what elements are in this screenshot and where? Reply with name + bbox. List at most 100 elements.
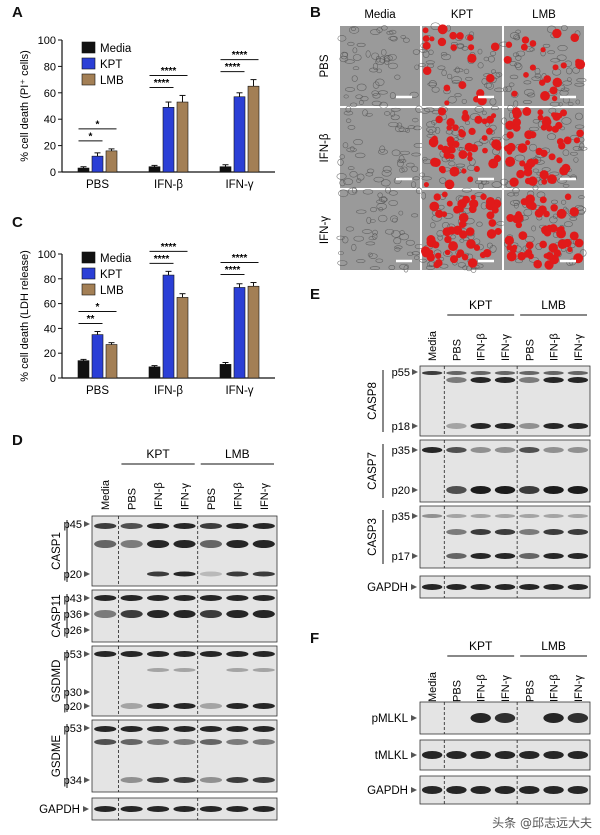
- micro-row-label: IFN-γ: [319, 216, 331, 244]
- cell: [513, 34, 520, 41]
- cell: [348, 26, 360, 34]
- pi-positive-cell: [449, 31, 457, 40]
- pi-positive-cell: [569, 207, 579, 217]
- cell: [350, 27, 357, 31]
- pi-positive-cell: [503, 55, 512, 64]
- blot-band: [146, 777, 170, 783]
- cell: [531, 76, 542, 81]
- cell: [523, 80, 532, 85]
- lane-label: IFN-β: [549, 333, 561, 361]
- blot-band: [470, 514, 491, 518]
- blot-band: [173, 571, 196, 577]
- pi-positive-cell: [422, 35, 430, 42]
- pi-positive-cell: [459, 230, 468, 239]
- cell: [401, 166, 408, 173]
- blot-band: [173, 540, 196, 548]
- cell: [338, 189, 349, 198]
- cell: [399, 263, 410, 270]
- blot-band: [252, 571, 275, 577]
- cell: [546, 133, 557, 141]
- cell: [485, 82, 494, 90]
- blot-band: [494, 371, 516, 375]
- cell: [399, 233, 409, 241]
- pi-positive-cell: [443, 84, 451, 92]
- blot-band: [199, 595, 223, 601]
- pi-positive-cell: [520, 43, 528, 51]
- pi-positive-cell: [558, 142, 566, 150]
- pi-positive-cell: [506, 213, 515, 223]
- blot-band: [226, 610, 249, 618]
- bar: [233, 96, 246, 173]
- cell: [527, 92, 536, 98]
- pi-positive-cell: [551, 95, 558, 102]
- pi-positive-cell: [550, 204, 558, 212]
- protein-label: GAPDH: [39, 804, 80, 816]
- cell: [502, 86, 508, 93]
- blot-band: [543, 514, 564, 518]
- pi-positive-cell: [435, 115, 443, 124]
- cell: [356, 83, 367, 92]
- cell: [421, 176, 432, 181]
- cell: [425, 265, 435, 270]
- cell: [509, 60, 517, 67]
- cell: [346, 147, 357, 153]
- blot-band: [543, 447, 564, 453]
- pi-positive-cell: [461, 168, 467, 174]
- cell: [354, 152, 366, 159]
- pi-positive-cell: [444, 235, 452, 244]
- pi-positive-cell: [537, 114, 544, 121]
- cell: [461, 98, 467, 104]
- cell: [376, 68, 382, 74]
- cell: [372, 229, 378, 236]
- cell: [426, 126, 437, 133]
- cell: [439, 177, 447, 184]
- pi-positive-cell: [450, 44, 458, 51]
- cell: [562, 183, 570, 188]
- pi-positive-cell: [506, 131, 514, 139]
- group-label: KPT: [469, 298, 493, 312]
- blot-band: [567, 514, 589, 518]
- blot-band: [252, 595, 275, 601]
- size-marker: p20: [392, 485, 410, 497]
- blot-band: [494, 486, 516, 494]
- blot-band: [421, 514, 443, 518]
- marker-arrow-icon: [412, 447, 418, 453]
- cell: [347, 41, 355, 46]
- cell: [365, 241, 376, 246]
- pi-positive-cell: [456, 32, 464, 40]
- cell: [522, 100, 532, 105]
- blot-band: [470, 786, 491, 794]
- pi-positive-cell: [481, 135, 488, 141]
- cell: [411, 166, 419, 172]
- significance-label: ****: [225, 265, 241, 276]
- pi-positive-cell: [446, 125, 453, 131]
- watermark: 头条 @邱志远大夫: [492, 816, 592, 830]
- lane-label: IFN-γ: [573, 675, 585, 702]
- blot-band: [446, 377, 467, 383]
- cell: [362, 189, 374, 195]
- cell: [578, 146, 588, 151]
- bar: [148, 366, 161, 379]
- pi-positive-cell: [567, 246, 573, 253]
- pi-positive-cell: [524, 130, 534, 140]
- legend-label: KPT: [100, 59, 122, 71]
- cell: [573, 157, 579, 163]
- blot-band: [470, 553, 491, 559]
- blot-band: [226, 523, 249, 529]
- western-blot-e: Media PBS IFN-β IFN-γ PBS IFN-β IFN-γ KPT LMB p55…: [367, 298, 591, 599]
- cell: [347, 125, 356, 130]
- lane-label: Media: [100, 479, 112, 510]
- pi-positive-cell: [437, 37, 447, 47]
- blot-band: [421, 371, 443, 375]
- cell: [579, 142, 585, 150]
- y-tick-label: 80: [44, 274, 56, 286]
- cell: [405, 239, 415, 246]
- cell: [365, 50, 371, 58]
- cell: [384, 228, 395, 235]
- cell: [369, 219, 376, 223]
- panel-letter-e: E: [310, 286, 321, 303]
- cell: [499, 178, 509, 186]
- pi-positive-cell: [573, 137, 581, 144]
- cell: [378, 197, 388, 202]
- blot-band: [470, 529, 491, 535]
